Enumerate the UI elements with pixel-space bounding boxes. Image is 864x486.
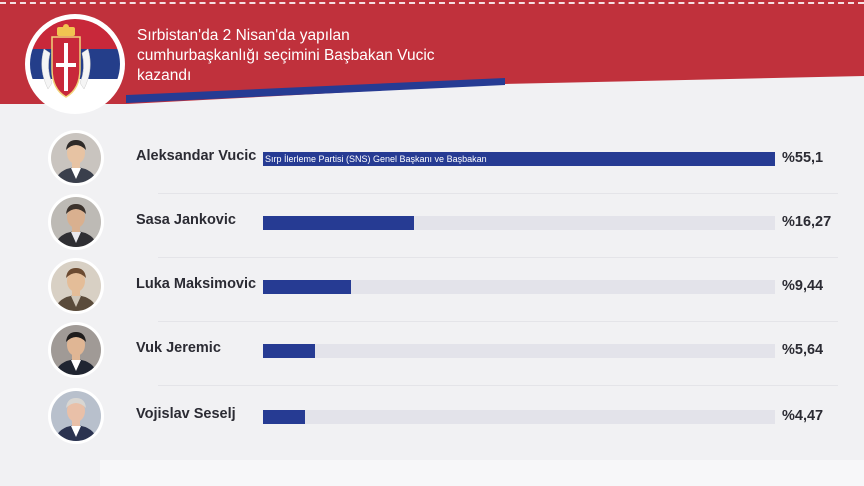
value-label: %16,27 xyxy=(782,214,832,230)
value-label: %5,64 xyxy=(782,342,824,358)
top-dashed-divider xyxy=(0,2,864,4)
bottom-strip xyxy=(100,460,864,486)
candidate-avatar xyxy=(48,388,104,444)
header-background xyxy=(0,0,864,104)
row-divider xyxy=(158,257,838,258)
candidate-avatar xyxy=(48,322,104,378)
serbia-flag-icon xyxy=(25,14,125,114)
candidate-avatar xyxy=(48,258,104,314)
bar-fill xyxy=(263,344,315,358)
value-label: %55,1 xyxy=(782,150,824,166)
candidate-row: Luka Maksimovic %9,44 xyxy=(48,258,838,322)
value-label: %9,44 xyxy=(782,278,824,294)
candidate-name: Aleksandar Vucic xyxy=(136,148,257,164)
bar-track: Sırp İlerleme Partisi (SNS) Genel Başkan… xyxy=(263,152,775,166)
page-title: Sırbistan'da 2 Nisan'da yapılan cumhurba… xyxy=(137,27,435,84)
bar-track xyxy=(263,344,775,358)
bar-annotation: Sırp İlerleme Partisi (SNS) Genel Başkan… xyxy=(265,154,487,164)
candidate-name: Luka Maksimovic xyxy=(136,276,257,292)
bar-track xyxy=(263,216,775,230)
candidate-row: Vuk Jeremic %5,64 xyxy=(48,322,838,386)
bar-fill xyxy=(263,280,351,294)
candidate-avatar xyxy=(48,130,104,186)
bar-track xyxy=(263,410,775,424)
bar-fill xyxy=(263,410,305,424)
value-label: %4,47 xyxy=(782,408,824,424)
bar-track xyxy=(263,280,775,294)
row-divider xyxy=(158,321,838,322)
row-divider xyxy=(158,193,838,194)
row-divider xyxy=(158,385,838,386)
candidate-row: Aleksandar Vucic Sırp İlerleme Partisi (S… xyxy=(48,130,838,194)
candidate-row: Sasa Jankovic %16,27 xyxy=(48,194,838,258)
candidate-avatar xyxy=(48,194,104,250)
header-banner: Sırbistan'da 2 Nisan'da yapılan cumhurba… xyxy=(0,0,864,110)
candidate-name: Vojislav Seselj xyxy=(136,406,236,422)
candidate-row: Vojislav Seselj %4,47 xyxy=(48,388,838,444)
candidate-name: Vuk Jeremic xyxy=(136,340,221,356)
bar-fill xyxy=(263,152,775,166)
bar-fill xyxy=(263,216,414,230)
candidate-name: Sasa Jankovic xyxy=(136,212,236,228)
